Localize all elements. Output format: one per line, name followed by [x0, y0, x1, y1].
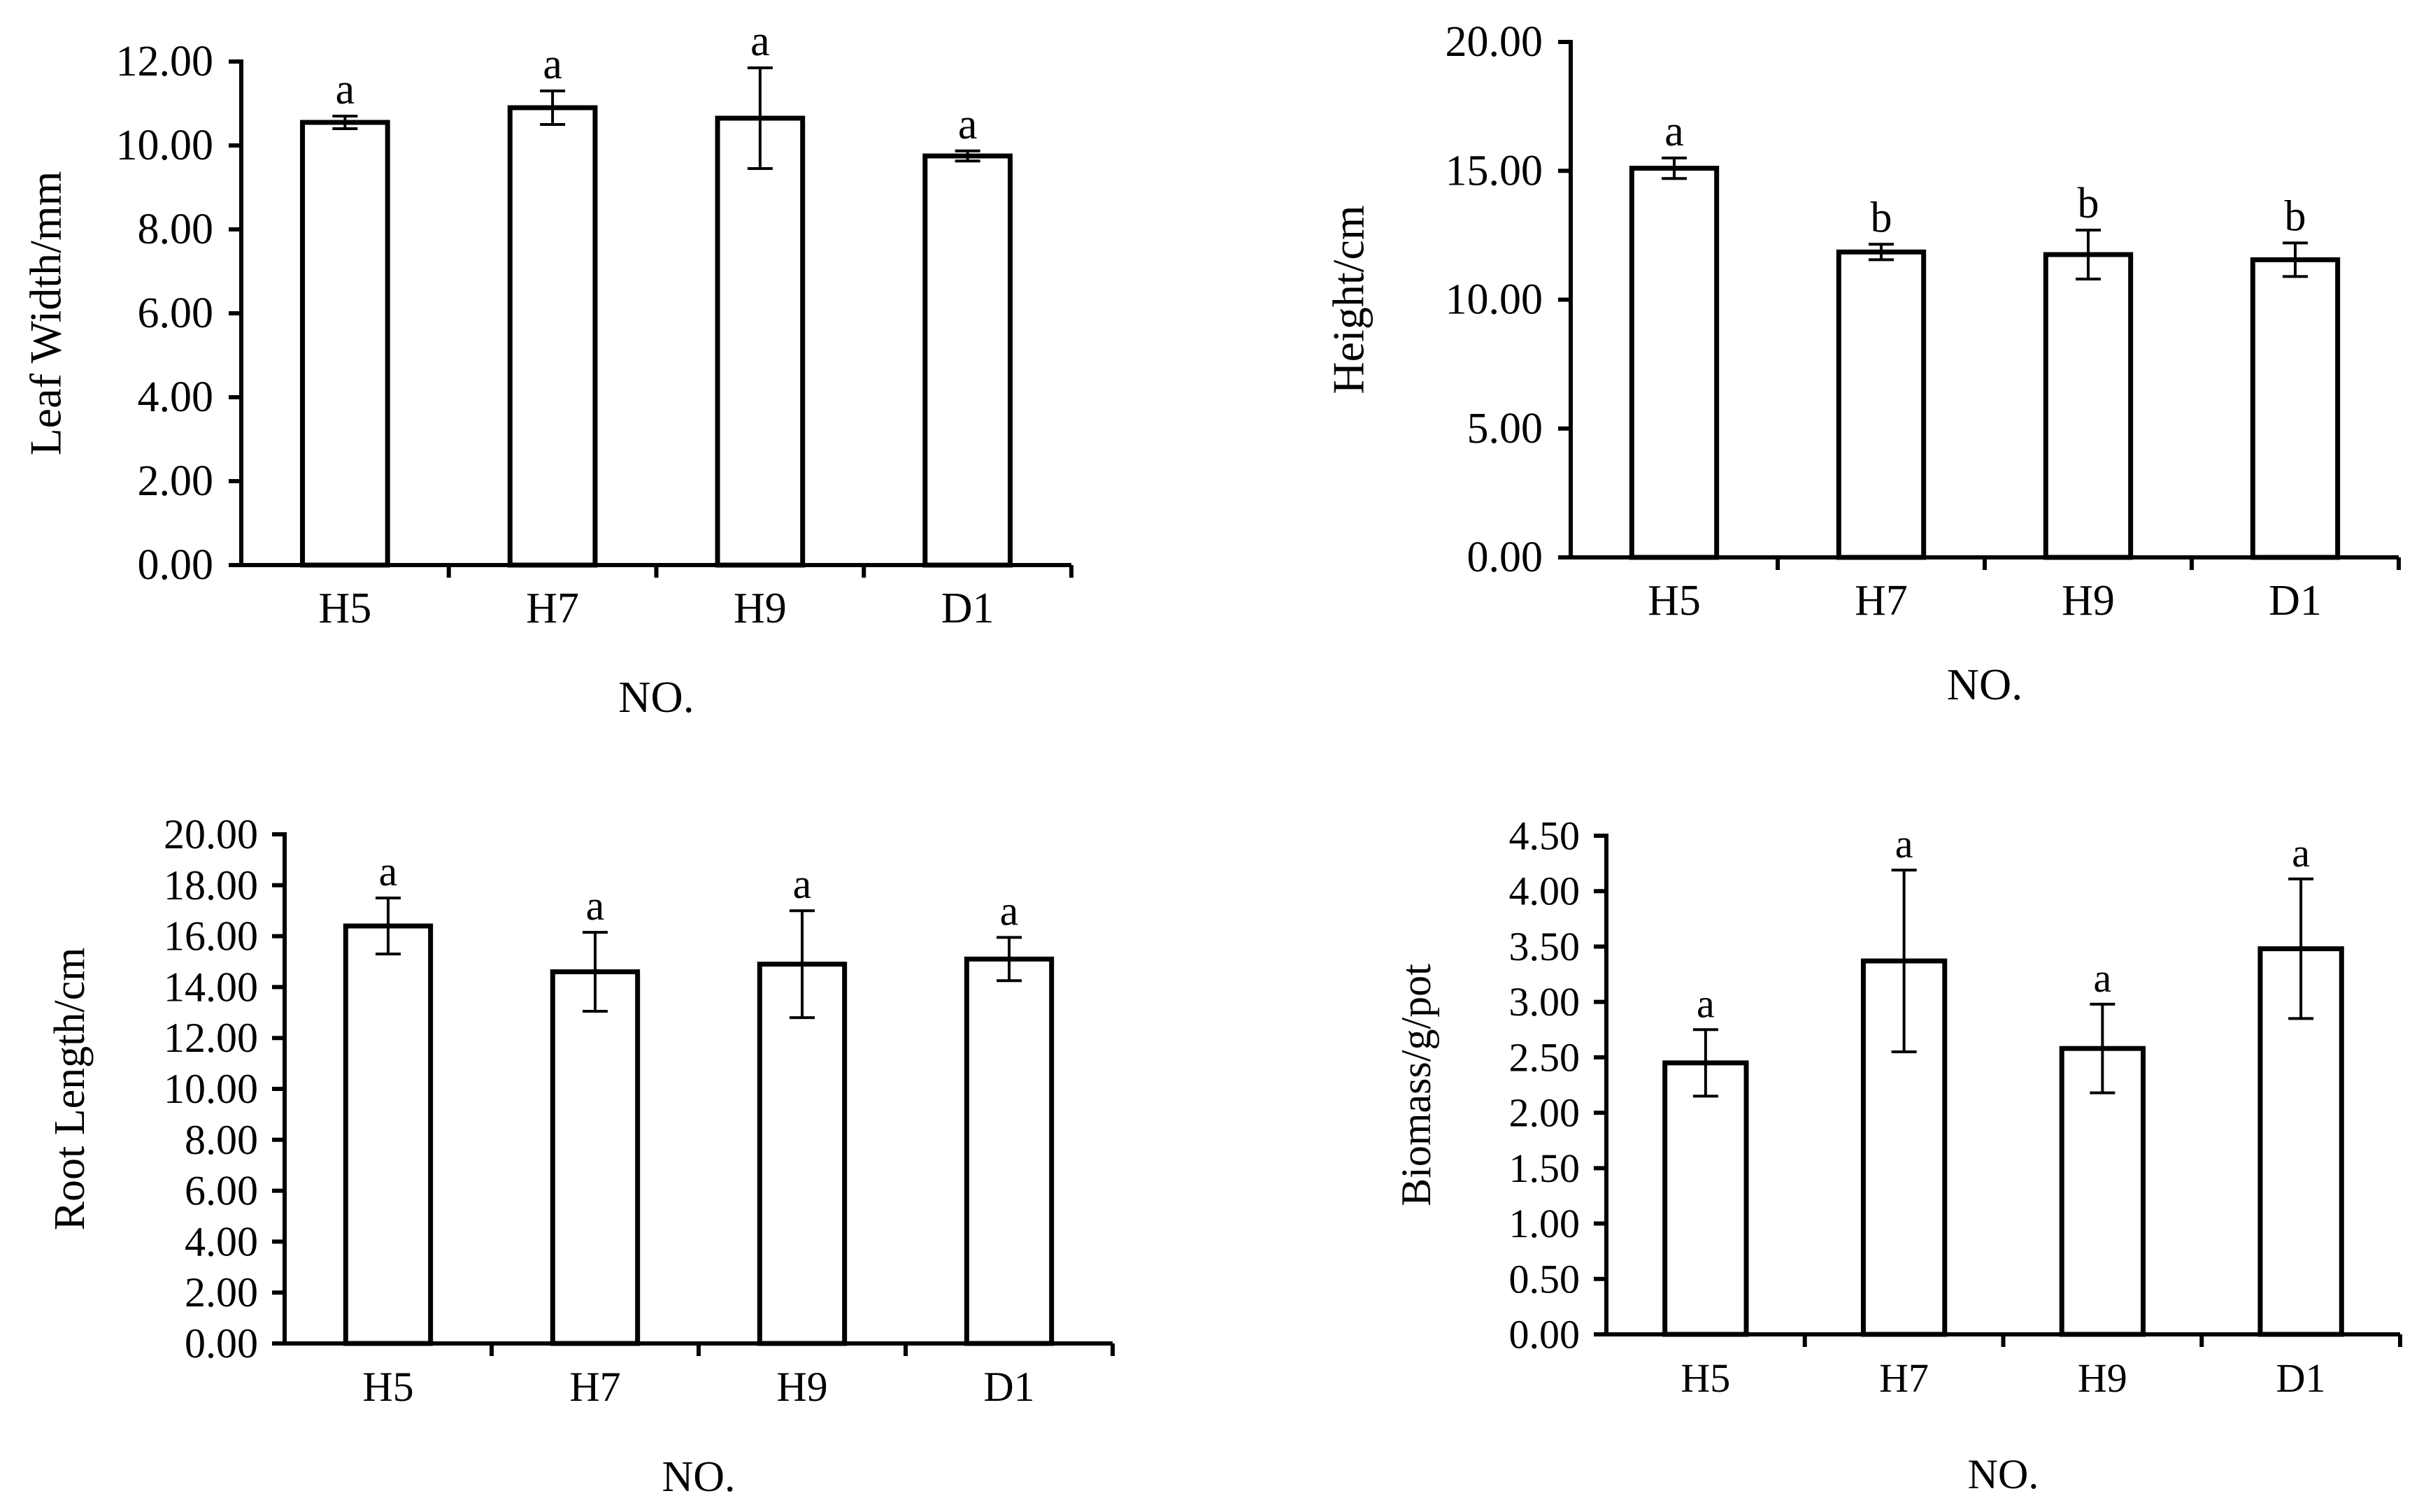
- bar-H5: [343, 923, 434, 1346]
- x-axis-title: NO.: [618, 672, 694, 722]
- y-tick-label: 10.00: [164, 1066, 258, 1112]
- significance-letter: b: [2078, 180, 2099, 227]
- significance-letter: a: [543, 41, 562, 88]
- bar-D1: [2250, 257, 2341, 560]
- significance-letter: a: [958, 101, 978, 148]
- bar-H5: [1629, 166, 1720, 560]
- x-tick-label: H9: [776, 1364, 827, 1410]
- y-tick-label: 2.00: [138, 457, 214, 505]
- y-tick-label: 2.50: [1509, 1034, 1580, 1080]
- significance-letter: b: [2285, 192, 2306, 240]
- y-tick-label: 4.00: [1509, 869, 1580, 914]
- significance-letter: a: [2292, 830, 2310, 876]
- y-tick-label: 4.50: [1509, 813, 1580, 859]
- x-axis-title: NO.: [1968, 1451, 2039, 1497]
- x-axis-title: NO.: [1947, 659, 2022, 709]
- bar-H7: [1860, 958, 1948, 1337]
- bar-D1: [964, 956, 1055, 1346]
- significance-letter: a: [379, 848, 398, 894]
- bar-H5: [300, 120, 390, 568]
- significance-letter: a: [793, 861, 812, 907]
- significance-letter: a: [2094, 955, 2112, 1001]
- y-tick-label: 0.00: [1467, 534, 1543, 581]
- x-tick-label: D1: [2276, 1355, 2326, 1401]
- y-tick-label: 0.00: [1509, 1312, 1580, 1357]
- y-tick-label: 12.00: [164, 1015, 258, 1061]
- y-tick-label: 8.00: [138, 206, 214, 253]
- x-tick-label: H9: [2078, 1355, 2127, 1401]
- y-tick-label: 14.00: [164, 964, 258, 1010]
- y-axis-title: Height/cm: [1324, 205, 1373, 394]
- x-tick-label: H9: [734, 585, 787, 632]
- y-axis-title: Biomass/g/pot: [1393, 964, 1439, 1206]
- x-tick-label: D1: [983, 1364, 1034, 1410]
- y-tick-label: 6.00: [138, 290, 214, 337]
- significance-letter: a: [336, 66, 355, 113]
- y-tick-label: 4.00: [185, 1218, 258, 1264]
- significance-letter: a: [1664, 108, 1684, 155]
- y-tick-label: 1.50: [1509, 1146, 1580, 1191]
- y-tick-label: 5.00: [1467, 405, 1543, 452]
- y-tick-label: 20.00: [164, 811, 258, 857]
- chart-panel-1: 0.00 2.00 4.00 6.00 8.00 10.00 12.00 a H5 a H7 a H9 a…: [21, 17, 1073, 722]
- y-tick-label: 18.00: [164, 862, 258, 908]
- bar-H7: [550, 969, 641, 1346]
- bar-H9: [715, 115, 806, 568]
- y-axis-title: Root Length/cm: [46, 948, 94, 1231]
- x-tick-label: H9: [2062, 577, 2115, 625]
- y-tick-label: 3.50: [1509, 924, 1580, 969]
- y-axis-title: Leaf Width/mm: [21, 171, 71, 456]
- x-tick-label: H5: [1681, 1355, 1730, 1401]
- y-tick-label: 3.00: [1509, 979, 1580, 1025]
- significance-letter: a: [586, 883, 605, 929]
- y-tick-label: 10.00: [1446, 276, 1543, 324]
- y-tick-label: 2.00: [185, 1269, 258, 1315]
- bar-H7: [1836, 249, 1927, 560]
- y-tick-label: 4.00: [138, 373, 214, 421]
- y-tick-label: 15.00: [1446, 147, 1543, 194]
- x-tick-label: H5: [1648, 577, 1701, 625]
- y-tick-label: 0.50: [1509, 1256, 1580, 1301]
- bar-H9: [2043, 252, 2134, 560]
- y-tick-label: 20.00: [1446, 18, 1543, 66]
- x-tick-label: D1: [2269, 577, 2322, 625]
- y-tick-label: 2.00: [1509, 1090, 1580, 1136]
- chart-panel-2: 0.00 5.00 10.00 15.00 20.00 a H5 b H7 b H9 b D1 NO. He…: [1324, 18, 2401, 709]
- x-tick-label: H7: [1879, 1355, 1929, 1401]
- y-tick-label: 1.00: [1509, 1201, 1580, 1246]
- x-tick-label: H7: [526, 585, 579, 632]
- significance-letter: b: [1871, 194, 1892, 241]
- y-tick-label: 16.00: [164, 913, 258, 960]
- y-tick-label: 0.00: [185, 1320, 258, 1367]
- chart-panel-3: 0.00 2.00 4.006.00 8.00 10.00 12.00 14.0016.00…: [46, 811, 1115, 1501]
- x-tick-label: H5: [318, 585, 371, 632]
- significance-letter: a: [1697, 980, 1715, 1026]
- x-axis-title: NO.: [662, 1453, 735, 1501]
- bar-H5: [1662, 1060, 1749, 1337]
- bar-H9: [757, 962, 848, 1346]
- significance-letter: a: [1895, 821, 1913, 866]
- x-tick-label: H5: [362, 1364, 413, 1410]
- bar-D1: [922, 153, 1013, 568]
- significance-letter: a: [750, 17, 770, 65]
- x-tick-label: H7: [569, 1364, 620, 1410]
- chart-panel-4: 0.00 0.50 1.00 1.50 2.00 2.50 3.00 3.50 4.00 4.50…: [1393, 813, 2402, 1497]
- x-tick-label: H7: [1855, 577, 1908, 625]
- y-tick-label: 0.00: [138, 541, 214, 589]
- y-tick-label: 8.00: [185, 1117, 258, 1163]
- y-tick-label: 12.00: [116, 38, 214, 85]
- y-tick-label: 10.00: [116, 122, 214, 169]
- x-tick-label: D1: [941, 585, 994, 632]
- bar-H9: [2059, 1046, 2146, 1337]
- bar-H7: [507, 105, 598, 568]
- y-tick-label: 6.00: [185, 1168, 258, 1214]
- significance-letter: a: [1000, 887, 1019, 934]
